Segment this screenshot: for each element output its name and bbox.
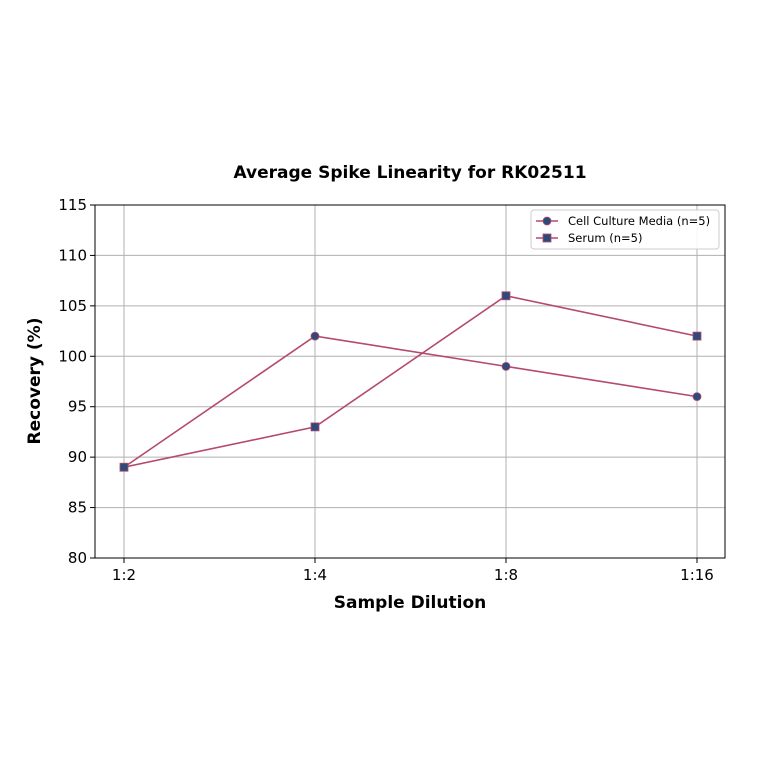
y-tick-label: 80 <box>68 549 87 567</box>
y-tick-label: 100 <box>58 347 87 365</box>
y-axis-ticks: 80 85 90 95 100 105 110 115 <box>58 196 95 567</box>
x-tick-label: 1:4 <box>303 566 327 584</box>
grid-lines <box>95 204 725 559</box>
x-tick-label: 1:16 <box>680 566 714 584</box>
y-tick-label: 115 <box>58 196 87 214</box>
legend: Cell Culture Media (n=5) Serum (n=5) <box>530 209 720 250</box>
x-tick-label: 1:2 <box>112 566 136 584</box>
chart-title: Average Spike Linearity for RK02511 <box>233 163 586 183</box>
y-tick-label: 95 <box>68 398 87 416</box>
x-axis-label: Sample Dilution <box>334 593 486 613</box>
y-tick-label: 90 <box>68 448 87 466</box>
legend-entry: Serum (n=5) <box>568 231 642 245</box>
y-axis-label: Recovery (%) <box>25 318 45 445</box>
y-tick-label: 105 <box>58 297 87 315</box>
data-series <box>119 291 702 472</box>
x-tick-label: 1:8 <box>494 566 518 584</box>
y-tick-label: 110 <box>58 246 87 264</box>
legend-entry: Cell Culture Media (n=5) <box>568 214 710 228</box>
x-axis-ticks: 1:2 1:4 1:8 1:16 <box>112 558 714 584</box>
series-square <box>119 291 702 472</box>
plot-frame <box>94 204 726 559</box>
y-tick-label: 85 <box>68 499 87 517</box>
